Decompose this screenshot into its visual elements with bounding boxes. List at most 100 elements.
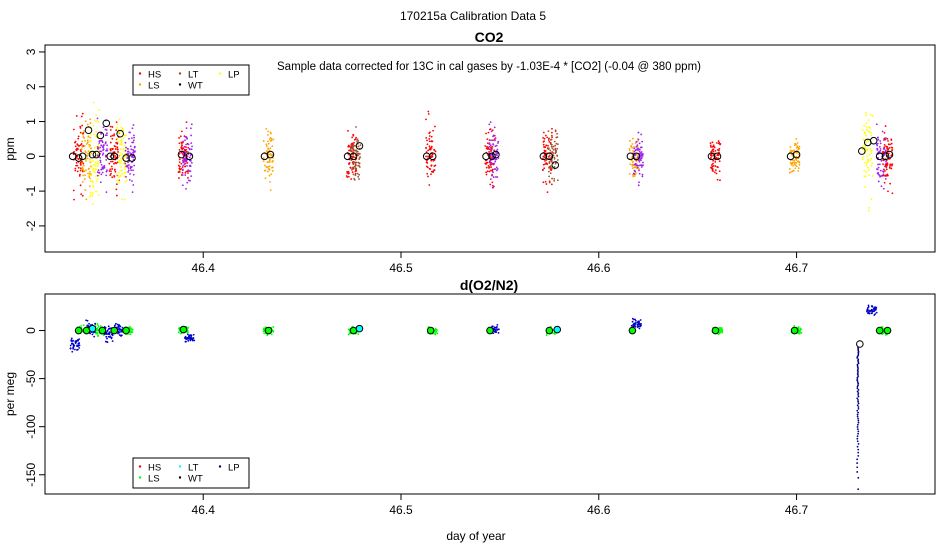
data-point [634, 319, 637, 322]
data-point [70, 339, 73, 341]
data-point [81, 181, 84, 183]
data-point [93, 335, 96, 338]
data-point [108, 333, 111, 336]
data-point [889, 164, 891, 167]
data-point [882, 163, 884, 166]
data-point [867, 312, 869, 315]
data-point [547, 139, 550, 141]
data-point [96, 327, 99, 329]
data-point [113, 134, 115, 137]
data-point [86, 141, 89, 144]
data-point [185, 338, 187, 341]
data-point [548, 140, 551, 143]
data-point [98, 109, 100, 112]
mean-marker [885, 150, 894, 159]
data-point [721, 331, 724, 334]
data-point [192, 337, 195, 339]
data-point [637, 321, 640, 323]
data-point [710, 150, 713, 153]
data-point [861, 145, 864, 148]
data-point [857, 354, 860, 357]
data-point [72, 344, 75, 347]
data-point [127, 150, 130, 153]
data-point [857, 454, 860, 457]
data-point [544, 163, 547, 165]
data-point [426, 143, 429, 146]
data-point [861, 158, 864, 161]
data-point [106, 144, 109, 147]
data-point [863, 124, 865, 127]
data-point [799, 331, 802, 334]
data-point [488, 142, 491, 145]
data-point [425, 118, 427, 121]
data-point [884, 165, 886, 168]
y-tick-label: 3 [24, 48, 38, 55]
data-point [87, 172, 89, 175]
data-point [869, 159, 872, 162]
data-point [97, 121, 100, 124]
data-point [86, 139, 89, 142]
data-point [856, 437, 859, 440]
data-point [115, 129, 118, 132]
data-point [432, 129, 434, 132]
data-point [130, 328, 133, 331]
data-point [358, 158, 360, 161]
data-point [91, 166, 94, 169]
data-point [428, 148, 431, 151]
data-point [89, 158, 91, 161]
data-point [266, 150, 268, 153]
data-point [491, 173, 493, 176]
data-point [547, 137, 550, 140]
data-point [190, 175, 193, 178]
data-point [118, 160, 121, 163]
data-point [178, 158, 181, 161]
data-point [97, 194, 100, 196]
data-point [355, 149, 358, 152]
data-point [631, 317, 634, 320]
data-point [79, 144, 82, 146]
data-point [92, 169, 95, 172]
data-point [486, 153, 489, 156]
data-point [881, 326, 884, 328]
data-point [545, 144, 548, 147]
data-point [881, 333, 884, 336]
mean-marker [539, 152, 548, 161]
data-point [108, 327, 111, 330]
data-point [85, 319, 88, 322]
data-point [121, 173, 124, 175]
data-point [545, 334, 548, 337]
data-point [718, 147, 721, 150]
data-point [118, 181, 121, 184]
data-point [92, 184, 94, 187]
mean-marker [102, 119, 111, 128]
data-point [496, 154, 498, 157]
mean-marker [881, 152, 890, 161]
data-point [107, 325, 110, 328]
data-point [633, 150, 636, 153]
data-point [96, 165, 99, 168]
mean-marker [488, 152, 496, 161]
data-point [113, 151, 116, 153]
data-point [262, 157, 265, 160]
data-point [82, 164, 85, 167]
data-point [95, 175, 98, 177]
data-point [494, 145, 497, 147]
data-point [856, 435, 859, 438]
data-point [72, 347, 74, 350]
data-point [114, 170, 117, 173]
mean-marker [110, 152, 119, 161]
data-point [74, 167, 77, 170]
data-point [556, 159, 559, 161]
data-point [111, 340, 114, 343]
data-point [551, 177, 553, 180]
data-point [551, 136, 553, 139]
data-point [189, 127, 192, 130]
data-point [890, 146, 893, 149]
data-point [81, 145, 84, 148]
data-point [110, 170, 112, 173]
data-point [879, 175, 881, 178]
data-point [99, 139, 102, 142]
data-point [546, 191, 549, 193]
data-point [878, 146, 881, 148]
